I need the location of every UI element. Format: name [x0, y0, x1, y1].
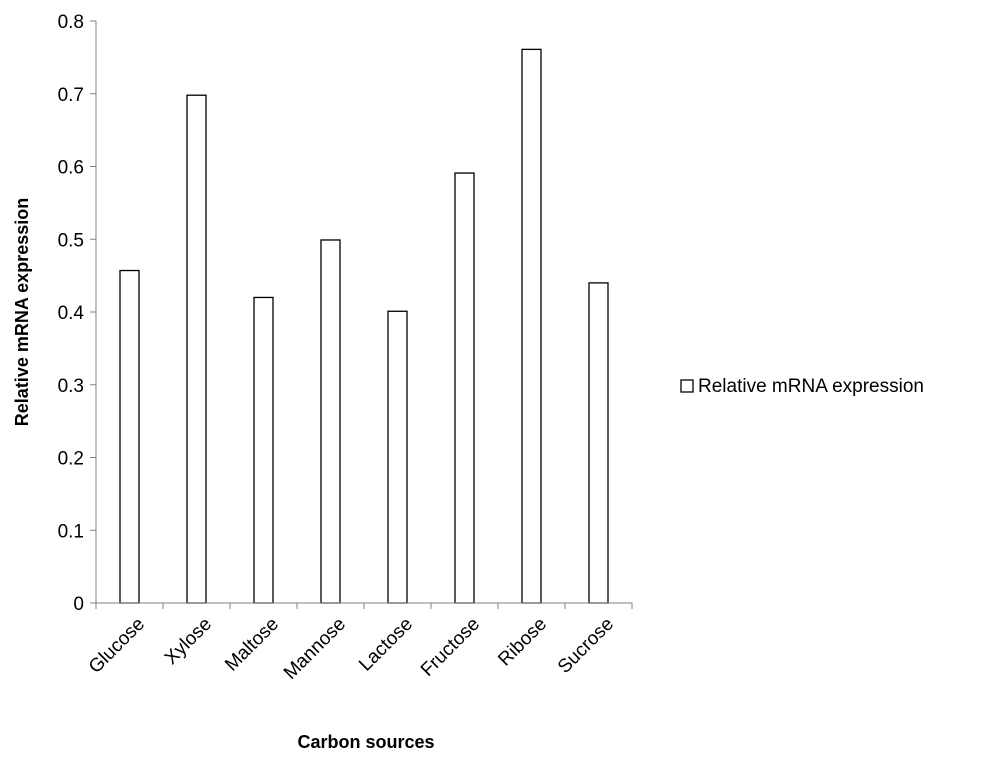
x-category-label: Ribose — [494, 614, 551, 671]
y-tick-label: 0.4 — [58, 303, 85, 324]
y-tick-label: 0.6 — [58, 158, 84, 179]
bar-fructose — [454, 172, 475, 604]
y-tick-label: 0.2 — [58, 449, 84, 470]
y-tick-label: 0.3 — [58, 376, 84, 397]
x-category-label: Glucose — [85, 614, 149, 678]
axes-layer — [95, 21, 632, 604]
legend-label: Relative mRNA expression — [698, 376, 924, 397]
y-tick-label: 0.5 — [58, 230, 84, 251]
y-tick-label: 0.8 — [58, 12, 84, 33]
bar-xylose — [186, 94, 207, 604]
y-tick-label: 0.7 — [58, 85, 84, 106]
y-tick-label: 0 — [73, 594, 84, 615]
bar-sucrose — [588, 282, 609, 604]
x-category-label: Fructose — [417, 614, 484, 681]
legend-swatch — [680, 379, 694, 393]
legend: Relative mRNA expression — [680, 376, 924, 397]
x-category-label: Xylose — [161, 614, 216, 669]
bar-lactose — [387, 310, 408, 604]
y-tick-label: 0.1 — [58, 521, 84, 542]
bar-ribose — [521, 48, 542, 604]
x-category-label: Sucrose — [554, 614, 618, 678]
bar-glucose — [119, 269, 140, 604]
y-axis-title: Relative mRNA expression — [12, 198, 32, 426]
bar-mannose — [320, 239, 341, 604]
x-axis-title: Carbon sources — [297, 732, 434, 752]
y-ticks: 0 0.1 0.2 0.3 0.4 0.5 0.6 0.7 0.8 — [58, 12, 633, 615]
bars-layer — [119, 48, 609, 604]
bar-maltose — [253, 296, 274, 604]
x-category-label: Mannose — [280, 614, 350, 684]
x-category-label: Maltose — [221, 614, 283, 676]
x-category-label: Lactose — [355, 614, 417, 676]
